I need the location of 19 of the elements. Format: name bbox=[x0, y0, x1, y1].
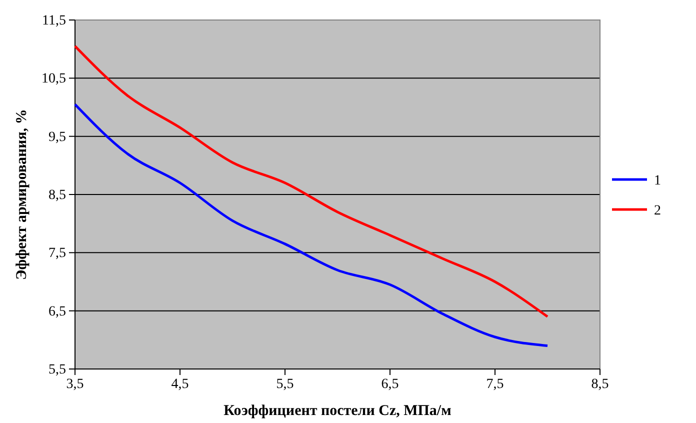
legend-label: 2 bbox=[654, 204, 661, 218]
x-tick-label: 4,5 bbox=[171, 376, 189, 392]
y-tick-label: 6,5 bbox=[48, 304, 66, 320]
y-tick-label: 5,5 bbox=[48, 362, 66, 378]
y-axis-title: Эффект армирования, % bbox=[14, 109, 30, 280]
x-tick-label: 5,5 bbox=[276, 376, 294, 392]
y-tick-label: 8,5 bbox=[48, 188, 66, 203]
y-tick-label: 10,5 bbox=[42, 72, 66, 87]
line-series bbox=[74, 44, 549, 318]
y-tick-label: 11,5 bbox=[42, 13, 66, 28]
x-axis-title: Коэффициент постели Cz, МПа/м bbox=[224, 403, 452, 419]
x-tick-label: 3,5 bbox=[66, 376, 84, 392]
line-series bbox=[74, 103, 549, 347]
y-tick-label: 9,5 bbox=[48, 130, 66, 145]
legend-label: 1 bbox=[654, 174, 661, 188]
y-tick-label: 7,5 bbox=[48, 246, 66, 262]
x-tick-label: 7,5 bbox=[486, 376, 504, 392]
x-tick-label: 8,5 bbox=[591, 376, 609, 392]
x-tick-label: 6,5 bbox=[381, 376, 399, 392]
